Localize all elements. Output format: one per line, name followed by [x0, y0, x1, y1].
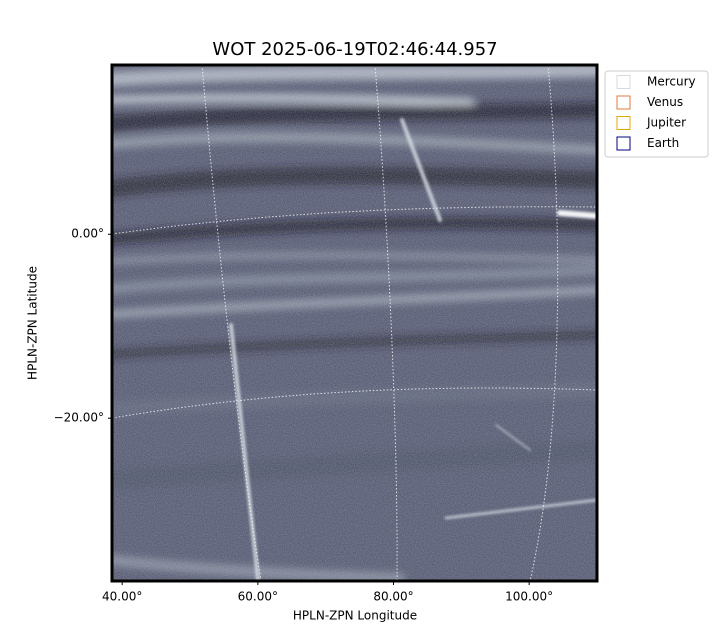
plot-frame [110, 63, 599, 583]
x-tick-label: 80.00° [373, 590, 413, 604]
legend-swatch [616, 95, 631, 110]
x-tick-label: 40.00° [102, 590, 142, 604]
y-tick-label: −20.00° [54, 411, 104, 425]
legend-swatch [616, 136, 631, 151]
legend: Mercury Venus Jupiter Earth [604, 70, 709, 158]
x-axis-label: HPLN-ZPN Longitude [293, 609, 417, 623]
legend-swatch [616, 116, 631, 130]
legend-label: Mercury [647, 75, 696, 89]
legend-label: Earth [647, 136, 679, 150]
x-tick-label: 100.00° [505, 590, 553, 604]
x-tick-label: 60.00° [238, 590, 278, 604]
longitude-curve [201, 65, 262, 581]
latitude-curve [112, 387, 597, 419]
latitude-curve [112, 206, 597, 235]
y-axis-label: HPLN-ZPN Latitude [26, 266, 40, 380]
legend-swatch [616, 75, 631, 89]
legend-frame [604, 70, 709, 158]
chart-title: WOT 2025-06-19T02:46:44.957 [212, 39, 497, 60]
legend-label: Jupiter [646, 116, 686, 130]
longitude-curve [529, 65, 559, 581]
sky-image [112, 65, 597, 581]
legend-label: Venus [647, 95, 683, 109]
y-tick-label: 0.00° [71, 227, 104, 241]
longitude-curve [374, 65, 398, 581]
